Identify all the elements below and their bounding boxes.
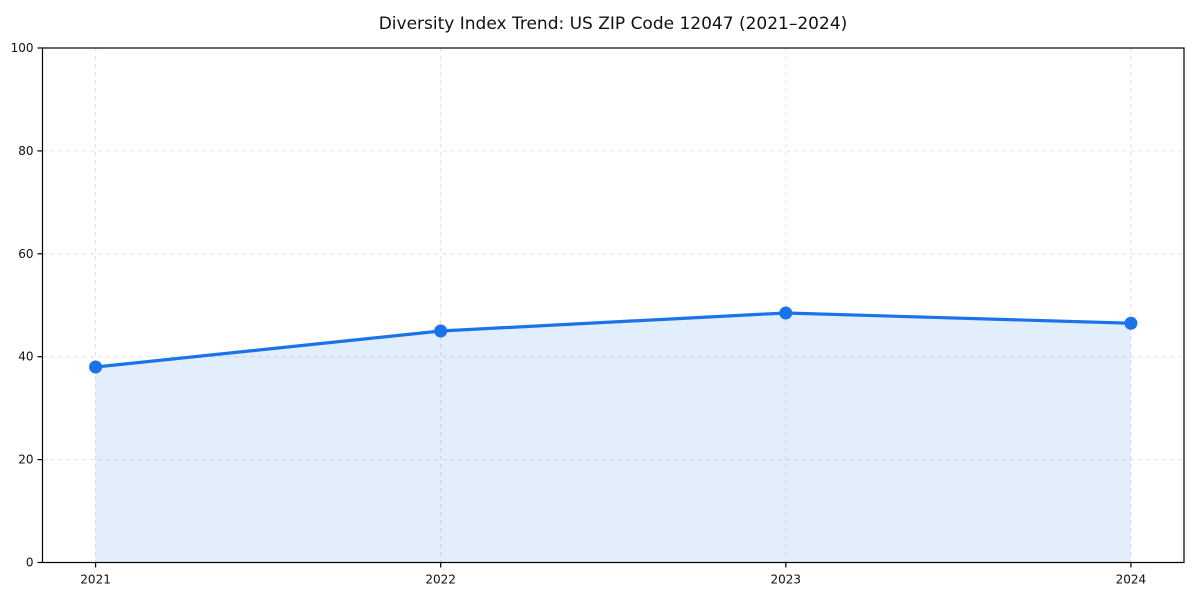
y-tick-label: 60 [18,247,33,261]
x-tick-label: 2021 [80,573,111,587]
y-tick-label: 40 [18,350,33,364]
x-tick-label: 2022 [425,573,456,587]
chart-title: Diversity Index Trend: US ZIP Code 12047… [379,14,848,34]
y-tick-label: 0 [26,556,34,570]
axes-frame [41,47,1185,564]
data-point-2022 [434,324,448,338]
area-fill [95,312,1131,563]
trend-line [93,311,1133,369]
y-tick-label: 100 [11,41,34,55]
y-tick-label: 80 [18,144,33,158]
plot-area: 0 20 40 60 80 100 2021 2022 2023 2024 [11,41,1185,587]
x-tick-label: 2024 [1116,573,1147,587]
data-point-2021 [89,360,103,374]
x-tick-label: 2023 [771,573,802,587]
data-point-2024 [1124,316,1138,330]
data-point-2023 [779,306,793,320]
y-tick-label: 20 [18,453,33,467]
